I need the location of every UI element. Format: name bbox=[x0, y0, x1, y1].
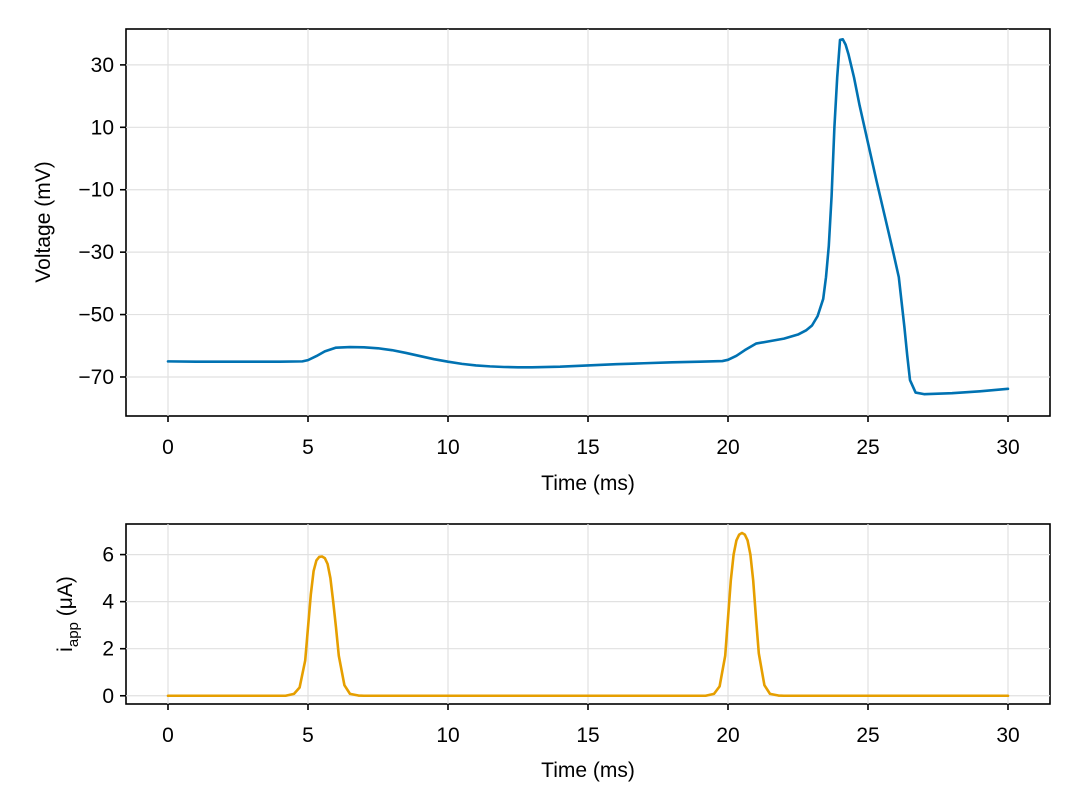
x-tick-label: 30 bbox=[996, 724, 1019, 747]
y-tick-label: −10 bbox=[78, 179, 114, 202]
y-tick-label: 30 bbox=[91, 54, 114, 77]
current-panel: 0 5 10 15 20 25 30 0 2 4 6 Time (ms) iapp (μA) bbox=[54, 523, 1051, 782]
y-tick-label: −50 bbox=[78, 304, 114, 327]
voltage-x-axis-label: Time (ms) bbox=[541, 472, 635, 495]
voltage-panel: 0 5 10 15 20 25 30 −70 −50 −30 −10 10 30 Time (ms) V… bbox=[32, 28, 1051, 495]
y-tick-label: 4 bbox=[102, 591, 114, 614]
x-tick-label: 25 bbox=[856, 436, 879, 459]
x-tick-label: 30 bbox=[996, 436, 1019, 459]
current-series bbox=[166, 531, 1010, 698]
y-tick-label: 2 bbox=[102, 638, 114, 661]
x-tick-label: 5 bbox=[302, 724, 314, 747]
x-tick-label: 0 bbox=[162, 724, 174, 747]
current-y-label-unit: (μA) bbox=[54, 576, 77, 622]
current-ticks: 0 5 10 15 20 25 30 0 2 4 6 bbox=[102, 544, 1019, 747]
x-tick-label: 10 bbox=[436, 436, 459, 459]
current-y-label-subscript: app bbox=[65, 622, 82, 647]
x-tick-label: 5 bbox=[302, 436, 314, 459]
current-y-label-main: i bbox=[54, 647, 77, 652]
x-tick-label: 20 bbox=[716, 436, 739, 459]
current-grid bbox=[126, 524, 1050, 704]
x-tick-label: 0 bbox=[162, 436, 174, 459]
voltage-grid bbox=[126, 29, 1050, 416]
voltage-ticks: 0 5 10 15 20 25 30 −70 −50 −30 −10 10 30 bbox=[78, 54, 1019, 459]
y-tick-label: 0 bbox=[102, 685, 114, 708]
y-tick-label: −70 bbox=[78, 366, 114, 389]
current-x-axis-label: Time (ms) bbox=[541, 759, 635, 782]
voltage-line bbox=[166, 38, 1010, 396]
x-tick-label: 10 bbox=[436, 724, 459, 747]
x-tick-label: 20 bbox=[716, 724, 739, 747]
y-tick-label: 6 bbox=[102, 544, 114, 567]
y-tick-label: 10 bbox=[91, 116, 114, 139]
current-line bbox=[166, 531, 1010, 698]
y-tick-label: −30 bbox=[78, 241, 114, 264]
x-tick-label: 15 bbox=[576, 724, 599, 747]
current-y-axis-label: iapp (μA) bbox=[54, 576, 82, 652]
x-tick-label: 15 bbox=[576, 436, 599, 459]
voltage-y-axis-label: Voltage (mV) bbox=[32, 161, 55, 282]
x-tick-label: 25 bbox=[856, 724, 879, 747]
voltage-series bbox=[166, 38, 1010, 396]
